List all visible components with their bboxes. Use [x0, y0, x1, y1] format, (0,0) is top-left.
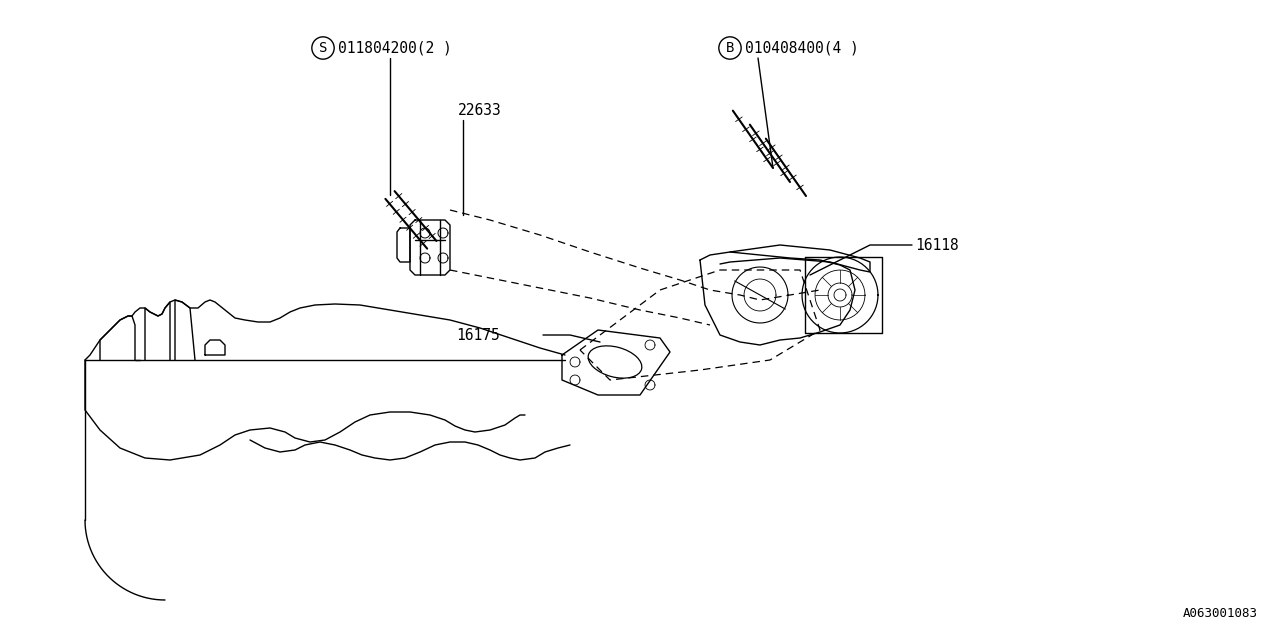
Text: 010408400(4 ): 010408400(4 ) — [745, 40, 859, 56]
Text: S: S — [319, 41, 328, 55]
Text: B: B — [726, 41, 735, 55]
Text: 16175: 16175 — [456, 328, 499, 342]
Text: 22633: 22633 — [458, 102, 502, 118]
Text: 011804200(2 ): 011804200(2 ) — [338, 40, 452, 56]
Text: 16118: 16118 — [915, 237, 959, 253]
Text: A063001083: A063001083 — [1183, 607, 1258, 620]
